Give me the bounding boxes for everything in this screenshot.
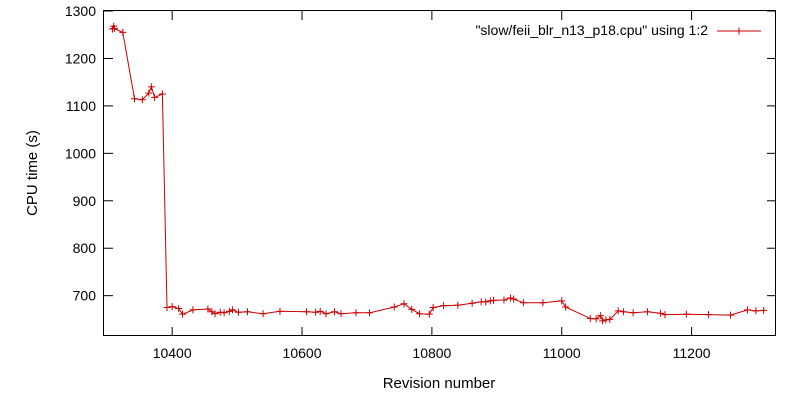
- data-point: [131, 95, 139, 103]
- data-point: [400, 300, 408, 308]
- x-axis-title: Revision number: [383, 375, 496, 392]
- data-point: [145, 89, 153, 97]
- data-point: [211, 310, 219, 318]
- data-point: [276, 307, 284, 315]
- y-tick-label: 1300: [65, 3, 96, 19]
- y-tick-label: 800: [73, 240, 97, 256]
- data-point: [629, 309, 637, 317]
- data-point: [586, 314, 594, 322]
- data-point: [322, 310, 330, 318]
- data-point: [743, 306, 751, 314]
- data-point: [425, 310, 433, 318]
- y-axis-title: CPU time (s): [24, 130, 41, 216]
- data-point: [606, 315, 614, 323]
- data-point: [510, 295, 518, 303]
- y-tick-label: 900: [73, 193, 97, 209]
- data-point: [468, 299, 476, 307]
- data-point: [482, 298, 490, 306]
- y-tick-label: 1000: [65, 145, 96, 161]
- data-point: [189, 306, 197, 314]
- data-point: [110, 25, 118, 33]
- data-point: [429, 304, 437, 312]
- data-point: [337, 310, 345, 318]
- series-line: [111, 24, 764, 322]
- data-point: [490, 296, 498, 304]
- data-point: [416, 310, 424, 318]
- data-point: [259, 310, 267, 318]
- data-point: [234, 308, 242, 316]
- data-point: [727, 311, 735, 319]
- axis-ticks: [104, 10, 776, 336]
- data-point: [682, 310, 690, 318]
- data-point: [352, 309, 360, 317]
- data-point: [312, 308, 320, 316]
- data-point: [366, 309, 374, 317]
- plot-frame: [103, 10, 776, 336]
- data-point: [151, 93, 159, 101]
- data-point: [614, 307, 622, 315]
- data-point: [519, 299, 527, 307]
- data-point: [168, 303, 176, 311]
- legend-marker: [735, 27, 743, 35]
- data-point: [661, 311, 669, 319]
- data-point: [119, 28, 127, 36]
- data-point: [643, 308, 651, 316]
- x-tick-label: 10600: [283, 345, 322, 361]
- x-tick-label: 10800: [412, 345, 451, 361]
- data-point: [408, 305, 416, 313]
- data-point: [539, 299, 547, 307]
- legend-point-marker: [735, 27, 743, 35]
- x-tick-label: 10400: [153, 345, 192, 361]
- legend-label: "slow/feii_blr_n13_p18.cpu" using 1:2: [475, 22, 708, 38]
- tick-labels: 700 800 900 1000 1100 1200 1300 10400 10600 10800…: [65, 3, 711, 361]
- data-point: [229, 306, 237, 314]
- x-tick-label: 11000: [543, 345, 581, 361]
- data-point: [656, 309, 664, 317]
- data-point: [704, 311, 712, 319]
- data-point: [500, 296, 508, 304]
- data-point: [558, 297, 566, 305]
- data-point: [506, 294, 514, 302]
- data-point: [760, 306, 768, 314]
- data-point: [619, 308, 627, 316]
- data-point: [330, 308, 338, 316]
- data-point: [220, 309, 228, 317]
- legend: "slow/feii_blr_n13_p18.cpu" using 1:2: [475, 22, 761, 38]
- data-point: [225, 307, 233, 315]
- x-tick-label: 11200: [673, 345, 711, 361]
- series-points: [108, 22, 768, 325]
- data-point: [752, 307, 760, 315]
- data-point: [138, 96, 146, 104]
- data-point: [599, 317, 607, 325]
- data-point: [390, 303, 398, 311]
- y-tick-label: 1200: [65, 50, 96, 66]
- data-point: [175, 304, 183, 312]
- data-point: [562, 303, 570, 311]
- data-point: [243, 308, 251, 316]
- data-point: [597, 312, 605, 320]
- data-point: [316, 307, 324, 315]
- data-point: [163, 304, 171, 312]
- data-point: [592, 315, 600, 323]
- data-point: [179, 310, 187, 318]
- data-point: [303, 308, 311, 316]
- data-point: [440, 302, 448, 310]
- data-point: [158, 90, 166, 98]
- data-point: [454, 301, 462, 309]
- y-tick-label: 700: [73, 288, 97, 304]
- data-point: [147, 83, 155, 91]
- y-tick-label: 1100: [66, 98, 96, 114]
- data-point: [204, 305, 212, 313]
